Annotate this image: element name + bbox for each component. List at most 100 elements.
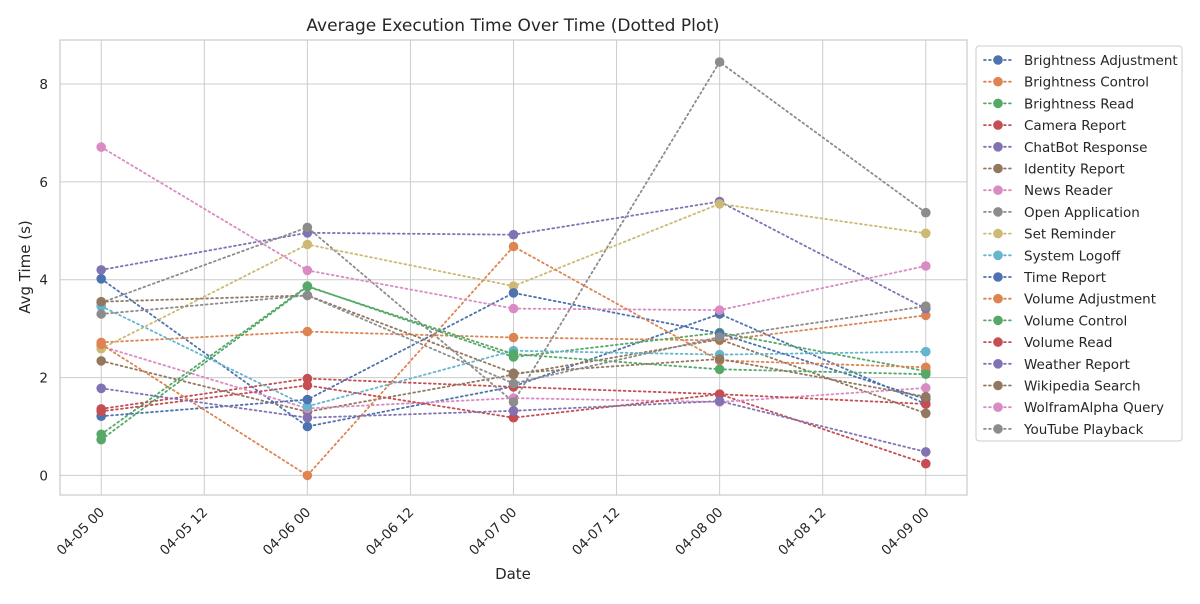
data-point-youtube-playback	[508, 378, 519, 389]
data-point-weather-report	[508, 406, 519, 416]
legend-label: Wikipedia Search	[1024, 379, 1141, 395]
legend-label: Time Report	[1023, 270, 1106, 286]
legend-label: Volume Control	[1024, 313, 1127, 329]
data-point-wikipedia-search	[96, 296, 106, 307]
legend-label: System Logoff	[1024, 248, 1121, 264]
legend-item-identity-report: Identity Report	[983, 162, 1125, 178]
legend-marker	[993, 163, 1003, 174]
data-point-brightness-adjustment	[302, 421, 313, 432]
legend-label: YouTube Playback	[1023, 422, 1144, 438]
data-point-time-report	[302, 394, 313, 405]
legend-marker	[993, 207, 1003, 217]
series-line-time-report	[100, 291, 927, 418]
series-youtube-playback	[96, 290, 931, 389]
legend-label: Open Application	[1024, 205, 1140, 221]
legend-marker	[993, 228, 1003, 239]
data-point-youtube-playback	[302, 290, 313, 301]
legend-item-youtube-playback: YouTube Playback	[983, 422, 1144, 438]
series-volume-read	[96, 380, 931, 423]
data-point-youtube-playback	[714, 332, 725, 342]
data-point-open-application	[714, 57, 725, 67]
data-point-volume-control	[302, 281, 313, 292]
data-point-news-reader	[921, 383, 931, 393]
legend-item-brightness-read: Brightness Read	[983, 96, 1134, 112]
data-point-wikipedia-search	[921, 391, 931, 402]
legend-item-brightness-control: Brightness Control	[983, 75, 1149, 91]
data-point-wolframalpha-query	[302, 265, 313, 276]
series-line-system-logoff	[100, 305, 927, 408]
x-axis-label: Date	[495, 565, 531, 583]
data-point-wolframalpha-query	[96, 142, 106, 152]
legend-label: ChatBot Response	[1024, 140, 1148, 156]
data-point-volume-adjustment	[921, 362, 931, 373]
data-point-volume-read	[96, 406, 106, 417]
y-tick-label: 4	[39, 273, 48, 289]
data-point-weather-report	[96, 383, 106, 394]
legend-marker	[993, 272, 1003, 282]
series-volume-control	[96, 281, 931, 445]
y-tick-label: 6	[39, 175, 48, 191]
legend-item-volume-control: Volume Control	[983, 313, 1127, 329]
legend-label: Set Reminder	[1024, 227, 1116, 243]
data-point-camera-report	[302, 373, 313, 384]
legend-label: Weather Report	[1024, 357, 1130, 373]
data-point-volume-adjustment	[96, 339, 106, 350]
legend-marker	[993, 359, 1003, 369]
legend-marker	[993, 424, 1003, 434]
data-point-volume-adjustment	[302, 470, 313, 481]
legend-marker	[993, 120, 1003, 130]
data-point-volume-control	[921, 369, 931, 380]
data-point-brightness-control	[302, 326, 313, 337]
data-point-wolframalpha-query	[921, 261, 931, 271]
data-point-volume-control	[714, 364, 725, 375]
data-point-volume-control	[508, 349, 519, 359]
legend-item-open-application: Open Application	[983, 205, 1140, 221]
series-wikipedia-search	[96, 290, 931, 402]
legend-frame	[975, 45, 1183, 442]
data-point-time-report	[508, 288, 519, 298]
data-point-brightness-control	[508, 332, 519, 343]
legend-item-volume-adjustment: Volume Adjustment	[983, 292, 1156, 308]
y-axis-label: Avg Time (s)	[16, 220, 34, 314]
data-point-chatbot-response	[96, 265, 106, 275]
data-point-set-reminder	[302, 239, 313, 250]
legend: Brightness Adjustment Brightness Control B…	[975, 45, 1183, 442]
legend-item-set-reminder: Set Reminder	[983, 227, 1116, 243]
data-point-set-reminder	[921, 228, 931, 239]
data-point-youtube-playback	[96, 309, 106, 319]
legend-label: Volume Adjustment	[1024, 292, 1156, 308]
legend-item-news-reader: News Reader	[983, 183, 1113, 199]
data-point-identity-report	[96, 356, 106, 366]
series-wolframalpha-query	[96, 142, 931, 315]
legend-marker	[993, 380, 1003, 391]
data-point-weather-report	[714, 396, 725, 406]
legend-item-wikipedia-search: Wikipedia Search	[983, 379, 1141, 395]
legend-label: Brightness Read	[1024, 96, 1134, 112]
legend-item-wolframalpha-query: WolframAlpha Query	[983, 400, 1164, 416]
legend-label: Camera Report	[1024, 118, 1126, 134]
y-tick-label: 2	[39, 371, 48, 387]
legend-item-chatbot-response: ChatBot Response	[983, 140, 1148, 156]
legend-label: Brightness Control	[1024, 75, 1149, 91]
legend-marker	[993, 55, 1003, 65]
data-point-wolframalpha-query	[714, 305, 725, 315]
data-point-weather-report	[921, 447, 931, 457]
legend-label: Identity Report	[1024, 162, 1125, 178]
data-point-volume-control	[96, 434, 106, 445]
data-point-open-application	[302, 222, 313, 233]
legend-marker	[993, 402, 1003, 413]
legend-marker	[993, 337, 1003, 347]
legend-item-weather-report: Weather Report	[983, 357, 1130, 373]
legend-label: Volume Read	[1024, 335, 1112, 351]
data-point-wikipedia-search	[714, 354, 725, 364]
series-line-brightness-adjustment	[100, 277, 927, 428]
legend-marker	[993, 98, 1003, 109]
chart-title: Average Execution Time Over Time (Dotted…	[306, 16, 719, 36]
legend-item-camera-report: Camera Report	[983, 118, 1126, 134]
data-point-system-logoff	[921, 346, 931, 357]
y-tick-label: 8	[39, 77, 48, 93]
data-point-brightness-adjustment	[96, 274, 106, 284]
legend-label: Brightness Adjustment	[1024, 53, 1178, 69]
